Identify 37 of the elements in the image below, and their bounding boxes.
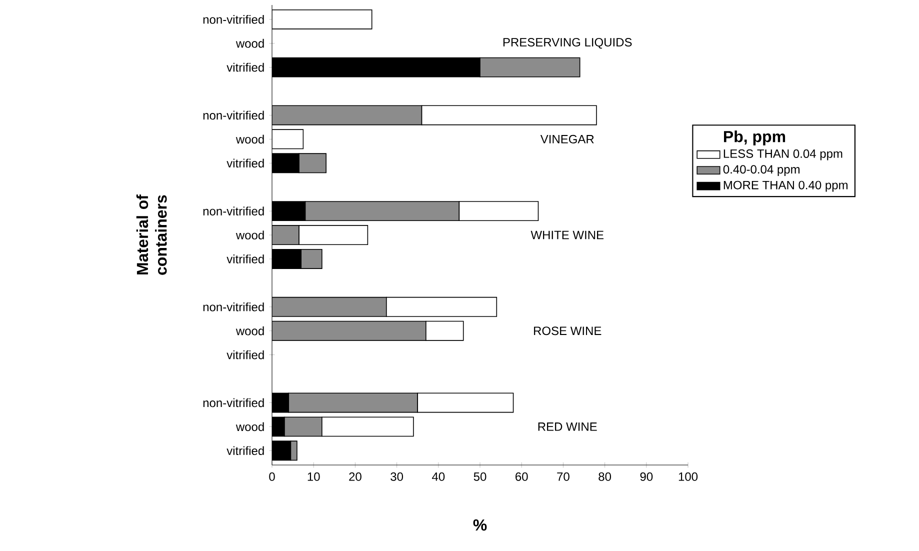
x-tick-label: 70 xyxy=(557,472,570,481)
y-tick-label: wood xyxy=(236,230,264,240)
x-tick-label: 40 xyxy=(432,472,445,481)
x-tick-label: 90 xyxy=(640,472,653,481)
x-tick-label: 60 xyxy=(516,472,528,481)
y-tick-label: non-vitrified xyxy=(203,398,264,408)
y-tick-label: vitrified xyxy=(226,158,264,168)
y-tick-label: non-vitrified xyxy=(203,14,264,24)
legend-label: 0.40-0.04 ppm xyxy=(723,165,800,176)
x-tick-label: 20 xyxy=(349,472,362,481)
y-tick-label: non-vitrified xyxy=(203,302,264,312)
y-tick-label: vitrified xyxy=(226,62,264,72)
legend-title: Pb, ppm xyxy=(724,130,786,146)
x-tick-label: 0 xyxy=(269,472,275,481)
y-tick-label: non-vitrified xyxy=(203,110,264,120)
x-tick-label: 80 xyxy=(598,472,612,481)
x-tick-label: 10 xyxy=(308,472,320,481)
annotation: ROSE WINE xyxy=(534,326,602,336)
y-tick-label: vitrified xyxy=(226,446,264,456)
x-tick-label: 100 xyxy=(678,472,698,481)
y-tick-label: wood xyxy=(236,422,264,432)
legend-label: LESS THAN 0.04 ppm xyxy=(724,149,842,160)
y-tick-label: wood xyxy=(236,38,264,48)
annotation: PRESERVING LIQUIDS xyxy=(503,38,632,49)
x-tick-label: 30 xyxy=(390,472,404,481)
y-axis-title: Material of containers xyxy=(136,194,167,275)
annotation: WHITE WINE xyxy=(530,230,604,240)
y-tick-label: non-vitrified xyxy=(203,206,264,216)
y-tick-label: vitrified xyxy=(226,254,264,264)
legend-label: MORE THAN 0.40 ppm xyxy=(724,180,848,192)
annotation: RED WINE xyxy=(538,422,597,431)
x-tick-label: 50 xyxy=(474,472,486,481)
x-axis-title: % xyxy=(473,519,487,531)
y-tick-label: wood xyxy=(236,326,264,336)
y-tick-label: vitrified xyxy=(226,350,264,360)
y-tick-label: wood xyxy=(236,134,264,144)
annotation: VINEGAR xyxy=(540,134,594,144)
